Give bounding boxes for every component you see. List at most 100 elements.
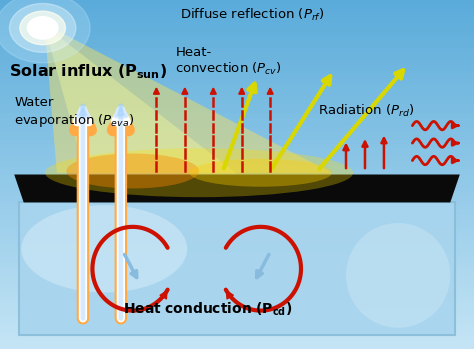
Bar (0, 144, 474, 148)
Bar (0, 0, 474, 5)
Bar (0, 22, 474, 26)
Bar (0, 179, 474, 183)
Bar (0, 113, 474, 118)
Bar (0, 192, 474, 196)
Bar (0, 140, 474, 144)
Bar (0, 183, 474, 188)
Bar (0, 236, 474, 240)
Bar (0, 345, 474, 349)
Bar (0, 79, 474, 83)
Bar (0, 218, 474, 223)
Bar (0, 262, 474, 266)
Bar (0, 44, 474, 48)
Bar (0, 170, 474, 174)
Text: Diffuse reflection $(P_{rf})$: Diffuse reflection $(P_{rf})$ (180, 7, 325, 23)
Bar (0, 292, 474, 297)
Bar (0, 223, 474, 227)
Bar (0, 109, 474, 113)
Bar (0, 61, 474, 66)
Polygon shape (45, 26, 332, 173)
Ellipse shape (346, 223, 450, 328)
Bar (0, 174, 474, 179)
Bar (0, 188, 474, 192)
Bar (0, 127, 474, 131)
Text: $\bf{Heat\ conduction\ (P_{cd})}$: $\bf{Heat\ conduction\ (P_{cd})}$ (123, 301, 292, 319)
Bar (0, 214, 474, 218)
Bar (0, 201, 474, 205)
Bar (0, 301, 474, 305)
Polygon shape (14, 174, 460, 202)
Circle shape (0, 0, 90, 63)
Bar (0, 92, 474, 96)
Bar (0, 283, 474, 288)
Bar (0, 17, 474, 22)
Bar (0, 332, 474, 336)
Bar (0, 162, 474, 166)
Circle shape (20, 11, 65, 45)
Bar (0, 166, 474, 170)
Bar (0, 13, 474, 17)
Bar (0, 39, 474, 44)
Bar (0, 205, 474, 209)
Polygon shape (19, 202, 455, 335)
Bar (0, 319, 474, 323)
Bar (0, 279, 474, 283)
Bar (0, 57, 474, 61)
Bar (0, 101, 474, 105)
Bar (0, 266, 474, 270)
Bar (0, 340, 474, 345)
Bar (0, 153, 474, 157)
Bar (0, 66, 474, 70)
Bar (0, 48, 474, 52)
Ellipse shape (190, 159, 332, 187)
Circle shape (9, 3, 76, 52)
Bar (0, 323, 474, 327)
Bar (0, 30, 474, 35)
Bar (0, 5, 474, 9)
Bar (0, 122, 474, 127)
Bar (0, 227, 474, 231)
Text: convection $(P_{cv})$: convection $(P_{cv})$ (175, 61, 282, 77)
Bar (0, 209, 474, 214)
Bar (0, 52, 474, 57)
Polygon shape (46, 28, 237, 174)
Text: evaporation $(P_{eva})$: evaporation $(P_{eva})$ (14, 112, 135, 129)
Bar (0, 244, 474, 248)
Bar (0, 105, 474, 109)
Text: Water: Water (14, 96, 54, 110)
Bar (0, 96, 474, 101)
Bar (0, 231, 474, 236)
Bar (0, 258, 474, 262)
Bar (0, 288, 474, 292)
Bar (0, 310, 474, 314)
Ellipse shape (66, 154, 199, 188)
Bar (0, 327, 474, 332)
Bar (0, 148, 474, 153)
Bar (0, 336, 474, 340)
Bar (0, 83, 474, 87)
Circle shape (27, 17, 58, 39)
Text: $\bf{Solar\ influx\ (P_{sun})}$: $\bf{Solar\ influx\ (P_{sun})}$ (9, 63, 168, 81)
Ellipse shape (21, 205, 187, 292)
Bar (0, 270, 474, 275)
Bar (0, 305, 474, 310)
Bar (0, 118, 474, 122)
Text: Radiation $(P_{rd})$: Radiation $(P_{rd})$ (318, 103, 414, 119)
Bar (0, 297, 474, 301)
Bar (0, 314, 474, 318)
Bar (0, 196, 474, 201)
Bar (0, 253, 474, 258)
Bar (0, 135, 474, 140)
Bar (0, 131, 474, 135)
Bar (0, 275, 474, 279)
Bar (0, 9, 474, 13)
Bar (0, 157, 474, 161)
Bar (0, 74, 474, 79)
Bar (0, 70, 474, 74)
Bar (0, 248, 474, 253)
Ellipse shape (45, 148, 353, 197)
Bar (0, 240, 474, 244)
Bar (0, 26, 474, 31)
Bar (0, 35, 474, 39)
Text: Heat-: Heat- (175, 46, 211, 59)
